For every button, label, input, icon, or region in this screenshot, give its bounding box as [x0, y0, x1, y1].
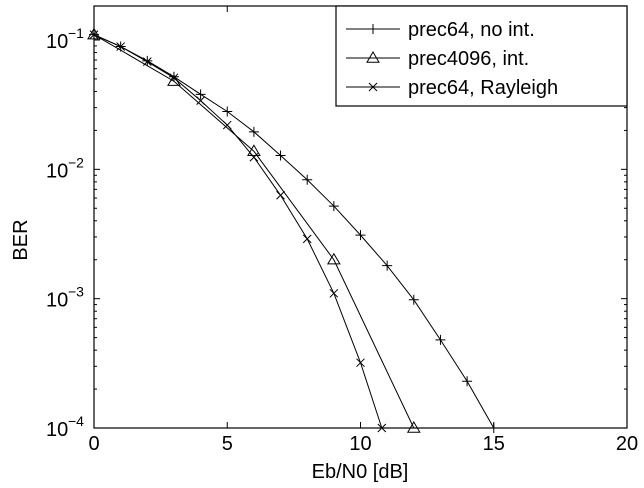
plus-marker	[142, 55, 153, 66]
plus-marker	[488, 423, 499, 433]
plus-marker	[275, 150, 286, 161]
x-marker	[368, 82, 378, 92]
x-marker	[169, 73, 179, 83]
y-axis-label: BER	[10, 219, 32, 260]
y-axis: 10−110−210−310−4	[46, 25, 627, 441]
y-tick-label: 10	[46, 419, 68, 441]
x-marker	[329, 288, 339, 298]
plus-marker	[355, 230, 366, 241]
series-layer	[87, 27, 499, 433]
series-line	[93, 34, 383, 429]
x-marker	[302, 234, 312, 244]
plus-marker	[408, 294, 419, 305]
x-marker	[196, 96, 205, 105]
legend: prec64, no int. prec4096, int. prec64, Ray…	[335, 5, 628, 107]
x-marker	[222, 120, 232, 130]
x-axis-label: Eb/N0 [dB]	[312, 461, 409, 483]
x-marker	[116, 42, 126, 51]
x-tick-label: 20	[616, 433, 638, 455]
plus-marker	[328, 201, 339, 212]
triangle-marker	[326, 252, 341, 265]
y-tick-label: 10	[46, 160, 68, 182]
series-3	[89, 30, 387, 433]
series-line	[93, 34, 415, 429]
x-tick-label: 0	[88, 433, 99, 455]
x-marker	[356, 358, 365, 368]
x-marker	[276, 190, 285, 200]
plus-marker	[195, 89, 206, 100]
plus-marker	[368, 24, 378, 34]
y-tick-label: 10	[46, 31, 68, 53]
y-tick-exponent: −2	[68, 154, 84, 170]
y-tick-exponent: −3	[68, 284, 84, 300]
plus-marker	[222, 106, 233, 117]
legend-box	[335, 5, 628, 107]
plus-marker	[248, 126, 259, 137]
legend-item: prec64, Rayleigh	[346, 77, 558, 99]
plus-marker	[435, 334, 446, 345]
legend-label: prec4096, int.	[408, 48, 529, 70]
x-tick-label: 10	[349, 433, 371, 455]
x-marker	[377, 423, 387, 433]
plus-marker	[382, 260, 393, 271]
legend-label: prec64, no int.	[408, 19, 535, 41]
y-tick-exponent: −1	[68, 25, 84, 41]
y-tick-label: 10	[46, 290, 68, 312]
x-marker	[89, 30, 99, 40]
y-tick-exponent: −4	[68, 413, 84, 429]
triangle-marker	[87, 27, 101, 40]
legend-label: prec64, Rayleigh	[408, 77, 558, 99]
x-tick-label: 5	[222, 433, 233, 455]
triangle-marker	[247, 144, 261, 156]
series-line	[93, 34, 495, 429]
x-marker	[142, 57, 152, 67]
plus-marker	[302, 174, 313, 185]
legend-item: prec4096, int.	[346, 48, 529, 70]
triangle-marker	[366, 51, 380, 63]
x-axis: 0 5 10 15 20	[88, 6, 638, 455]
plus-marker	[462, 376, 473, 387]
triangle-marker	[406, 421, 421, 433]
x-marker	[249, 152, 259, 162]
plus-marker	[168, 71, 179, 82]
legend-item: prec64, no int.	[346, 19, 535, 41]
x-tick-label: 15	[483, 433, 505, 455]
